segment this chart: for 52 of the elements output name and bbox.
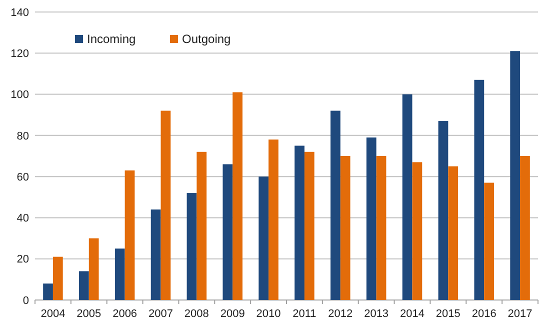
bar bbox=[79, 271, 89, 300]
x-tick-label: 2017 bbox=[508, 308, 532, 320]
x-tick-label: 2016 bbox=[472, 308, 496, 320]
x-tick-label: 2014 bbox=[400, 308, 424, 320]
bar bbox=[330, 110, 340, 300]
x-tick-label: 2011 bbox=[292, 308, 316, 320]
x-tick-label: 2007 bbox=[148, 308, 173, 320]
y-tick-label: 100 bbox=[10, 89, 29, 102]
y-tick-label: 120 bbox=[10, 48, 29, 60]
bar bbox=[402, 94, 412, 300]
y-tick-label: 20 bbox=[16, 254, 29, 266]
bar bbox=[114, 248, 125, 300]
bar bbox=[196, 152, 207, 300]
y-tick-label: 80 bbox=[16, 130, 29, 142]
bar bbox=[366, 137, 376, 300]
x-tick-label: 2008 bbox=[184, 308, 209, 320]
bar bbox=[484, 182, 494, 300]
y-tick-label: 60 bbox=[16, 171, 29, 184]
x-tick-label: 2013 bbox=[364, 308, 389, 320]
x-tick-label: 2009 bbox=[220, 308, 245, 320]
x-tick-label: 2005 bbox=[76, 308, 102, 320]
bar bbox=[150, 209, 161, 300]
bar bbox=[340, 156, 350, 300]
bar bbox=[376, 156, 386, 300]
y-tick-label: 0 bbox=[22, 294, 29, 307]
bar bbox=[294, 146, 304, 300]
y-tick-label: 40 bbox=[16, 212, 29, 225]
bar bbox=[88, 238, 99, 300]
x-tick-label: 2006 bbox=[112, 308, 138, 320]
bar bbox=[43, 284, 53, 300]
x-tick-label: 2012 bbox=[328, 308, 353, 320]
bar bbox=[52, 256, 63, 300]
legend-label: Incoming bbox=[87, 32, 136, 46]
bar bbox=[510, 51, 520, 300]
bar bbox=[448, 166, 458, 300]
y-tick-label: 140 bbox=[10, 6, 29, 19]
x-tick-label: 2004 bbox=[40, 308, 66, 320]
bar bbox=[520, 156, 530, 300]
bar bbox=[232, 92, 242, 300]
legend-label: Outgoing bbox=[182, 32, 231, 46]
x-tick-label: 2015 bbox=[436, 308, 460, 320]
bar bbox=[268, 140, 278, 300]
bar bbox=[412, 162, 422, 300]
bar bbox=[474, 80, 484, 300]
bar bbox=[438, 121, 448, 300]
x-tick-label: 2010 bbox=[256, 308, 281, 320]
bar bbox=[304, 152, 314, 300]
bar bbox=[124, 170, 135, 300]
bar bbox=[186, 193, 197, 300]
bar bbox=[160, 110, 171, 300]
bar bbox=[258, 176, 269, 300]
bar bbox=[222, 164, 233, 300]
